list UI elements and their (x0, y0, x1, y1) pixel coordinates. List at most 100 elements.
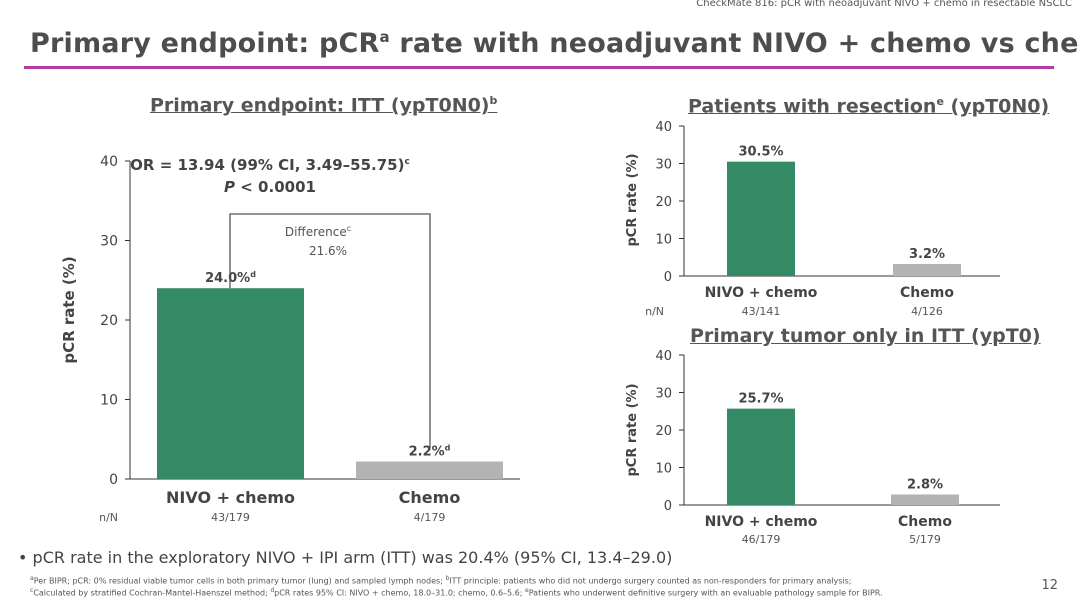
bar-data-label-text: 30.5% (738, 145, 783, 160)
nivo-chemo-bar (727, 408, 795, 505)
footnote-text: Per BIPR; pCR: 0% residual viable tumor … (33, 576, 446, 586)
page-title-rest: rate with neoadjuvant NIVO + chemo vs ch… (389, 28, 1080, 59)
bar-data-label: 3.2% (909, 247, 945, 262)
resection-nn-label: n/N (645, 305, 664, 318)
p-value-prefix: P (224, 178, 235, 196)
resection-chart-title-suffix: (ypT0N0) (943, 95, 1050, 118)
footnote-text: ITT principle: patients who did not unde… (449, 576, 852, 586)
nn-value: 5/179 (909, 533, 941, 546)
chemo-bar (893, 264, 961, 276)
tumor-y-axis-label: pCR rate (%) (625, 383, 640, 476)
bullet-text: pCR rate in the exploratory NIVO + IPI a… (32, 548, 673, 567)
bar-data-label-text: 2.2% (409, 445, 445, 460)
footnote-sup: d (270, 587, 275, 594)
difference-bracket (229, 213, 431, 448)
resection-bars: 30.5% NIVO + chemo 43/141 3.2% Chemo 4/126 (705, 145, 961, 318)
tumor-y-ticks: 0 10 20 30 40 (655, 349, 684, 514)
y-tick-label: 0 (664, 270, 672, 285)
footnote-text: Calculated by stratified Cochran-Mantel-… (33, 588, 271, 598)
x-category-label: NIVO + chemo (705, 514, 818, 530)
y-tick-label: 30 (100, 234, 118, 250)
footnote-line-2: cCalculated by stratified Cochran-Mantel… (30, 587, 883, 598)
odds-ratio-label: OR = 13.94 (99% CI, 3.49–55.75)c (130, 156, 410, 174)
bullet-point: • pCR rate in the exploratory NIVO + IPI… (18, 548, 673, 567)
footnote-text: pCR rates 95% CI: NIVO + chemo, 18.0–31.… (274, 588, 526, 598)
nn-value: 46/179 (742, 533, 781, 546)
y-tick-label: 40 (655, 349, 672, 364)
chemo-bar (356, 461, 503, 479)
x-category-label: Chemo (898, 514, 952, 530)
main-y-ticks: 0 10 20 30 40 (100, 154, 130, 488)
bar-data-label: 30.5% (738, 145, 783, 160)
difference-label: Differencec (285, 224, 351, 239)
p-value-text: < 0.0001 (235, 178, 316, 196)
bar-data-label-sup: d (445, 444, 451, 453)
odds-ratio-text: OR = 13.94 (99% CI, 3.49–55.75) (130, 156, 404, 174)
difference-value: 21.6% (309, 244, 347, 258)
main-nn-label: n/N (99, 511, 118, 524)
resection-chart-title-sup: e (936, 95, 944, 108)
y-tick-label: 30 (655, 158, 672, 173)
bar-data-label-sup: d (250, 270, 256, 279)
bar-data-label-text: 3.2% (909, 247, 945, 262)
footnote-line-1: aPer BIPR; pCR: 0% residual viable tumor… (30, 575, 851, 586)
page-title: Primary endpoint: pCRa rate with neoadju… (30, 28, 1080, 59)
study-header-note: CheckMate 816: pCR with neoadjuvant NIVO… (696, 0, 1072, 9)
y-tick-label: 20 (655, 195, 672, 210)
y-tick-label: 10 (100, 393, 118, 409)
y-tick-label: 40 (100, 154, 118, 170)
difference-label-text: Difference (285, 225, 347, 239)
footnote-sup: c (30, 587, 34, 594)
y-tick-label: 0 (664, 499, 672, 514)
main-chart-title: Primary endpoint: ITT (ypT0N0)b (150, 94, 497, 116)
difference-sup: c (347, 224, 351, 233)
chemo-bar (891, 494, 959, 505)
resection-chart-title: Patients with resectione (ypT0N0) (688, 95, 1049, 117)
y-tick-label: 10 (655, 233, 672, 248)
footnote-text: Patients who underwent definitive surger… (528, 588, 883, 598)
y-tick-label: 10 (655, 462, 672, 477)
main-y-axis-label: pCR rate (%) (60, 256, 78, 363)
bar-data-label: 24.0%d (205, 270, 256, 286)
bar-data-label: 25.7% (738, 392, 783, 407)
nivo-chemo-bar (157, 288, 304, 479)
y-tick-label: 30 (655, 387, 672, 402)
y-tick-label: 0 (109, 472, 118, 488)
bar-data-label: 2.2%d (409, 444, 451, 460)
x-category-label: NIVO + chemo (166, 488, 295, 507)
y-tick-label: 20 (655, 424, 672, 439)
p-value-label: P < 0.0001 (224, 178, 316, 196)
resection-y-ticks: 0 10 20 30 40 (655, 120, 684, 285)
bar-data-label: 2.8% (907, 478, 943, 493)
page-number: 12 (1041, 578, 1058, 593)
resection-chart: pCR rate (%) 0 10 20 30 40 30.5% NIVO + chemo… (625, 120, 1000, 318)
footnote-sup: e (525, 587, 529, 594)
main-chart-title-text: Primary endpoint: ITT (ypT0N0) (150, 94, 490, 117)
footnote-sup: a (30, 575, 34, 582)
nn-value: 4/179 (414, 511, 446, 524)
resection-chart-title-text: Patients with resection (688, 95, 937, 118)
footnote-sup: b (445, 575, 450, 582)
bar-data-label-text: 25.7% (738, 392, 783, 407)
page-title-main: Primary endpoint: pCR (30, 28, 380, 59)
main-chart-title-sup: b (489, 94, 498, 107)
nn-value: 43/179 (211, 511, 250, 524)
tumor-chart-title: Primary tumor only in ITT (ypT0) (690, 325, 1041, 347)
tumor-bars: 25.7% NIVO + chemo 46/179 2.8% Chemo 5/179 (705, 392, 959, 546)
nn-value: 43/141 (742, 305, 781, 318)
y-tick-label: 40 (655, 120, 672, 135)
x-category-label: NIVO + chemo (705, 285, 818, 301)
bar-data-label-text: 2.8% (907, 478, 943, 493)
x-category-label: Chemo (900, 285, 954, 301)
tumor-chart: pCR rate (%) 0 10 20 30 40 25.7% NIVO + chemo… (625, 349, 1000, 546)
resection-y-axis-label: pCR rate (%) (625, 153, 640, 246)
y-tick-label: 20 (100, 313, 118, 329)
nn-value: 4/126 (911, 305, 943, 318)
bar-data-label-text: 24.0% (205, 271, 250, 286)
title-divider (24, 66, 1054, 69)
odds-ratio-sup: c (404, 157, 409, 167)
page-title-sup: a (379, 28, 390, 46)
